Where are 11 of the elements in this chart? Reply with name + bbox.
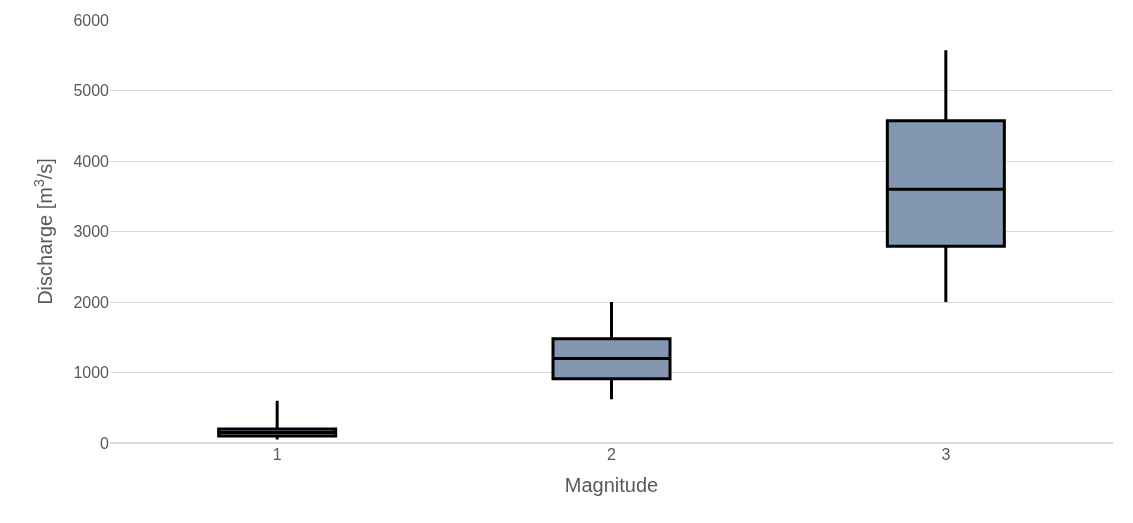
y-tick-label: 6000 [73,11,110,29]
x-tick-label: 3 [941,446,951,463]
x-tick-label: 2 [607,446,617,463]
y-tick-label: 2000 [73,293,110,311]
y-tick-label: 0 [100,434,110,452]
y-tick-label: 5000 [73,82,110,100]
x-axis-title: Magnitude [564,473,659,496]
y-tick-label: 3000 [73,223,110,241]
y-tick-label: 1000 [73,364,110,382]
y-tick-label: 4000 [73,152,110,170]
x-tick-label: 1 [272,446,282,463]
